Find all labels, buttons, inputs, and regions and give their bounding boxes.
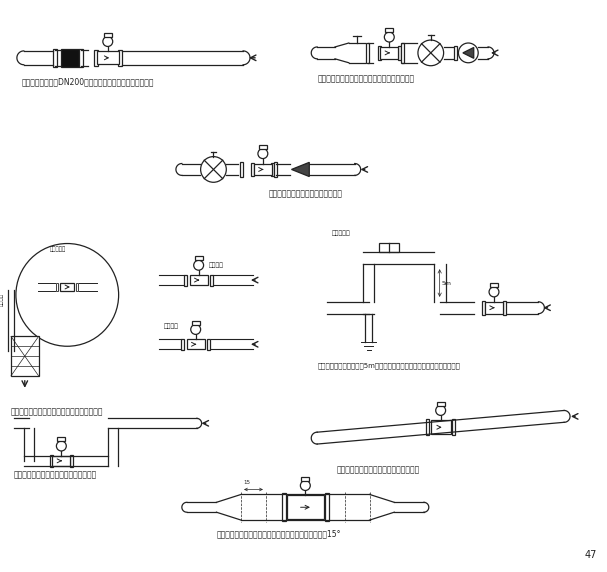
Bar <box>490 283 498 287</box>
Text: 15: 15 <box>243 479 250 484</box>
Text: 水平管道流量計安裝在稍稍向上的管道區: 水平管道流量計安裝在稍稍向上的管道區 <box>337 466 420 475</box>
Bar <box>452 419 455 435</box>
Polygon shape <box>463 47 473 58</box>
Text: 流量計上下游管道為另經管時，另經管中心錐角應小于15°: 流量計上下游管道為另經管時，另經管中心錐角應小于15° <box>217 529 341 538</box>
Text: 為避免夾附氣體引起測量誤差，流量計的安裝: 為避免夾附氣體引起測量誤差，流量計的安裝 <box>11 407 103 416</box>
Bar <box>503 301 506 315</box>
Polygon shape <box>291 162 310 177</box>
Text: 在大口徑流量計（DN200以上）安裝管線上要加接彈性管件: 在大口徑流量計（DN200以上）安裝管線上要加接彈性管件 <box>22 78 154 86</box>
Circle shape <box>384 32 394 42</box>
Bar <box>436 402 444 406</box>
Bar <box>53 49 58 67</box>
Circle shape <box>201 157 226 182</box>
Text: 為防止真空，落差管超過5m長時要在流量計下流最高位置上裝自動排氣閥: 為防止真空，落差管超過5m長時要在流量計下流最高位置上裝自動排氣閥 <box>317 362 460 369</box>
Bar <box>207 339 210 349</box>
Bar <box>181 339 185 349</box>
Circle shape <box>194 260 203 270</box>
Text: 自動排氣孔: 自動排氣孔 <box>332 230 351 236</box>
Bar <box>481 301 484 315</box>
Circle shape <box>258 149 268 158</box>
Bar <box>11 336 39 376</box>
Text: 合理位置: 合理位置 <box>164 324 179 329</box>
Bar <box>58 437 66 441</box>
Bar <box>94 50 98 66</box>
Bar <box>50 455 53 467</box>
Bar <box>254 164 272 176</box>
Text: 敞口灌入或排放流量計安裝在管道低段區: 敞口灌入或排放流量計安裝在管道低段區 <box>14 471 97 480</box>
Bar <box>61 49 79 67</box>
Circle shape <box>458 43 478 63</box>
Bar <box>431 420 450 434</box>
Text: 最低位置: 最低位置 <box>209 263 223 268</box>
Bar <box>454 46 457 60</box>
Bar <box>485 302 503 313</box>
Bar <box>79 49 83 67</box>
Bar <box>56 283 58 291</box>
Text: 為防止真空，流量計應裝在泵的后面: 為防止真空，流量計應裝在泵的后面 <box>268 189 342 198</box>
Circle shape <box>418 40 444 66</box>
Bar <box>76 283 78 291</box>
Bar <box>381 47 398 59</box>
Bar <box>187 339 205 349</box>
Text: 5m: 5m <box>442 280 452 285</box>
Text: 向下管道: 向下管道 <box>0 293 4 306</box>
Circle shape <box>103 37 113 46</box>
Circle shape <box>436 406 446 415</box>
Bar <box>192 320 200 324</box>
Bar <box>282 494 285 521</box>
Circle shape <box>56 441 66 451</box>
Bar <box>118 50 121 66</box>
Bar <box>185 275 188 285</box>
Bar <box>287 495 324 519</box>
Bar <box>401 43 404 63</box>
Bar <box>366 43 369 63</box>
Text: 管道最高點: 管道最高點 <box>50 247 66 252</box>
Bar <box>251 162 254 176</box>
Text: 47: 47 <box>585 550 597 559</box>
Bar <box>378 46 381 60</box>
Bar <box>60 283 74 291</box>
Bar <box>271 162 274 176</box>
Bar <box>97 51 118 64</box>
Text: 長管線上控制閥和切斷閥要安裝在流量計的下游: 長管線上控制閥和切斷閥要安裝在流量計的下游 <box>317 74 415 84</box>
Bar <box>195 256 203 260</box>
Bar <box>274 162 277 177</box>
Bar <box>259 145 267 149</box>
Circle shape <box>191 324 201 335</box>
Bar <box>52 456 70 466</box>
Bar <box>325 494 329 521</box>
Bar <box>398 46 401 60</box>
Bar <box>240 162 243 177</box>
Bar <box>379 243 399 252</box>
Bar <box>385 28 393 32</box>
Bar <box>104 33 112 37</box>
Bar <box>190 275 208 285</box>
Bar <box>70 455 73 467</box>
Bar <box>210 275 213 285</box>
Circle shape <box>16 244 118 346</box>
Bar <box>302 476 310 480</box>
Circle shape <box>300 480 310 490</box>
Circle shape <box>489 287 499 297</box>
Bar <box>426 419 429 435</box>
